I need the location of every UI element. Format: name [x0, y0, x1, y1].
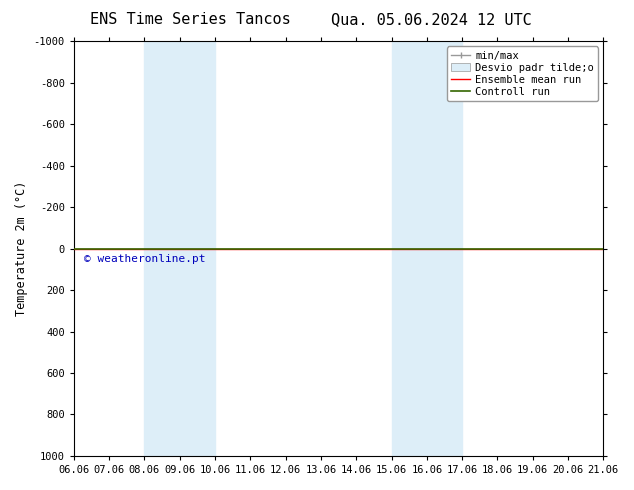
Y-axis label: Temperature 2m (°C): Temperature 2m (°C)	[15, 181, 28, 316]
Text: Qua. 05.06.2024 12 UTC: Qua. 05.06.2024 12 UTC	[331, 12, 531, 27]
Bar	[145, 41, 215, 456]
Text: ENS Time Series Tancos: ENS Time Series Tancos	[90, 12, 290, 27]
Legend: min/max, Desvio padr tilde;o, Ensemble mean run, Controll run: min/max, Desvio padr tilde;o, Ensemble m…	[447, 47, 598, 101]
Bar	[392, 41, 462, 456]
Text: © weatheronline.pt: © weatheronline.pt	[84, 254, 206, 264]
